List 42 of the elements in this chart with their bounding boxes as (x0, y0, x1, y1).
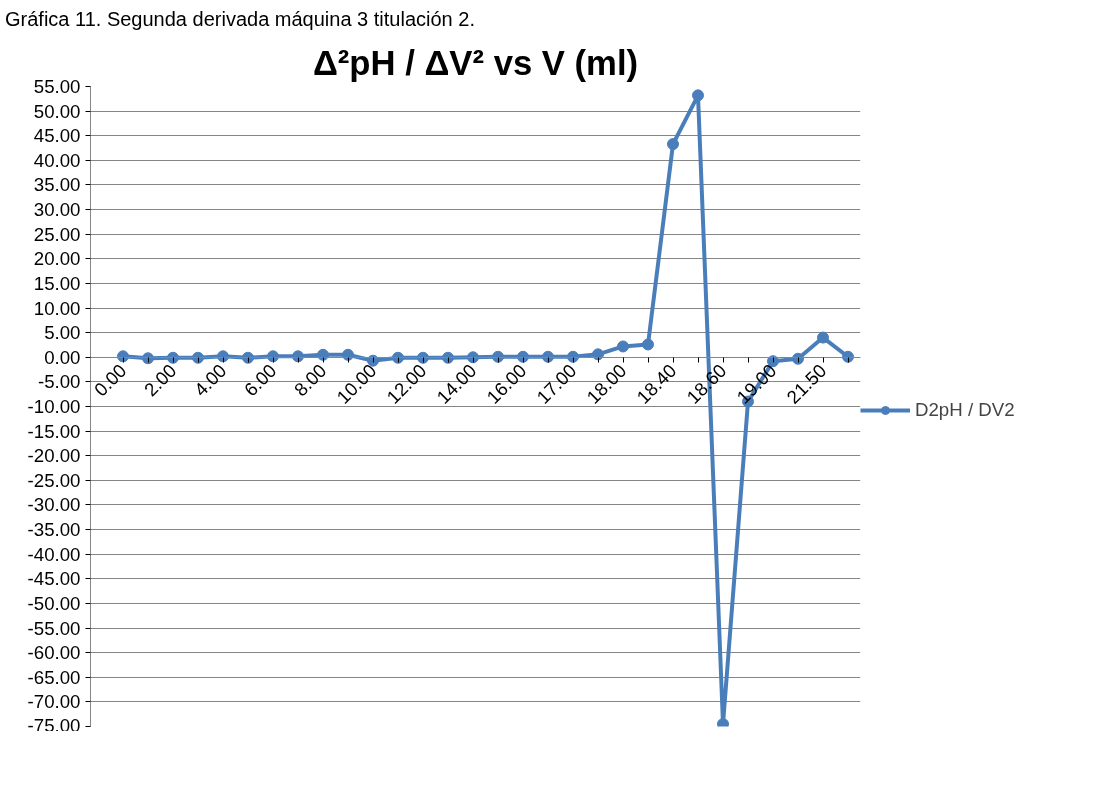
point (317, 348, 329, 361)
y-tick-label: 50.00 (33, 100, 81, 122)
legend-label: D2pH / DV2 (915, 399, 1015, 421)
x-tick-label: 4.00 (189, 359, 231, 401)
y-tick-label: 15.00 (33, 272, 81, 294)
y-tick-label: -70.00 (27, 691, 81, 713)
y-tick-label: 10.00 (33, 297, 81, 319)
y-tick-label: 30.00 (33, 199, 81, 221)
y-tick-label: -25.00 (27, 469, 81, 491)
text: Gráfica 11. Segunda derivada máquina 3 titulación 2. (5, 7, 475, 32)
y-tick-label: -60.00 (27, 642, 81, 664)
point (692, 89, 704, 102)
y-tick-label: -65.00 (27, 666, 81, 688)
y-tick-label: -35.00 (27, 519, 81, 541)
y-tick-label: -75.00 (27, 714, 81, 736)
y-tick-label: -5.00 (37, 371, 81, 393)
y-tick-label: 5.00 (44, 322, 81, 344)
y-tick-label: 25.00 (33, 223, 81, 245)
chart-title: Δ²pH / ΔV² vs V (ml) (312, 43, 639, 82)
x-tick-label: 8.00 (289, 359, 331, 401)
y-tick-label: -20.00 (27, 445, 81, 467)
point (667, 138, 679, 151)
y-tick-label: -45.00 (27, 568, 81, 590)
y-tick-label: -50.00 (27, 592, 81, 614)
point (817, 331, 829, 344)
point (642, 338, 654, 351)
y-tick-label: 35.00 (33, 174, 81, 196)
point (617, 340, 629, 353)
y-tick-label: -30.00 (27, 494, 81, 516)
y-tick-label: 20.00 (33, 248, 81, 270)
y-tick-label: -40.00 (27, 543, 81, 565)
y-tick-label: -15.00 (27, 420, 81, 442)
y-tick-label: -55.00 (27, 617, 81, 639)
y-tick-label: -10.00 (27, 396, 81, 417)
x-tick-label: 0.00 (89, 359, 131, 401)
y-tick-label: 45.00 (33, 125, 81, 147)
point (342, 348, 354, 361)
point (717, 718, 729, 727)
y-tick-label: 40.00 (33, 149, 81, 171)
point (592, 348, 604, 361)
y-tick-label: 55.00 (33, 76, 81, 97)
x-tick-label: 6.00 (239, 359, 281, 401)
